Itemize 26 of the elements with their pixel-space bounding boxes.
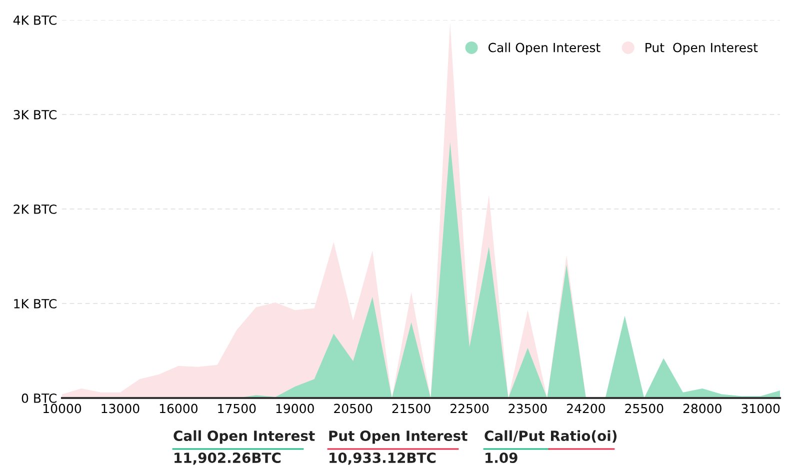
legend-label: Call Open Interest (488, 42, 600, 55)
x-tick-label: 24200 (566, 404, 605, 414)
x-tick-label: 10000 (43, 404, 82, 414)
y-tick-label: 0 BTC (22, 393, 56, 403)
x-tick-label: 23500 (508, 404, 547, 414)
x-tick-label: 31000 (742, 404, 780, 414)
text: Put Open Interest (329, 430, 468, 444)
y-tick-label: 2K BTC (14, 204, 56, 214)
legend-label: Put Open Interest (646, 42, 758, 55)
x-tick-label: 22500 (450, 404, 489, 414)
x-tick-label: 16000 (160, 404, 198, 414)
text: 11,902.26BTC (174, 452, 281, 465)
x-tick-label: 25500 (625, 404, 664, 414)
x-tick-label: 20500 (334, 404, 372, 414)
x-tick-label: 28000 (683, 404, 722, 414)
y-tick-label: 3K BTC (14, 110, 56, 120)
x-tick-label: 17500 (218, 404, 256, 414)
y-tick-label: 1K BTC (14, 298, 56, 308)
text: Call/Put Ratio(oi) (484, 430, 617, 443)
y-tick-label: 4K BTC (13, 15, 56, 25)
text: 1.09 (486, 452, 518, 464)
text: Call Open Interest (174, 430, 315, 444)
x-tick-label: 13000 (102, 404, 140, 414)
x-tick-label: 21500 (392, 404, 430, 414)
text: 10,933.12BTC (330, 452, 436, 465)
x-tick-label: 19000 (276, 404, 314, 414)
